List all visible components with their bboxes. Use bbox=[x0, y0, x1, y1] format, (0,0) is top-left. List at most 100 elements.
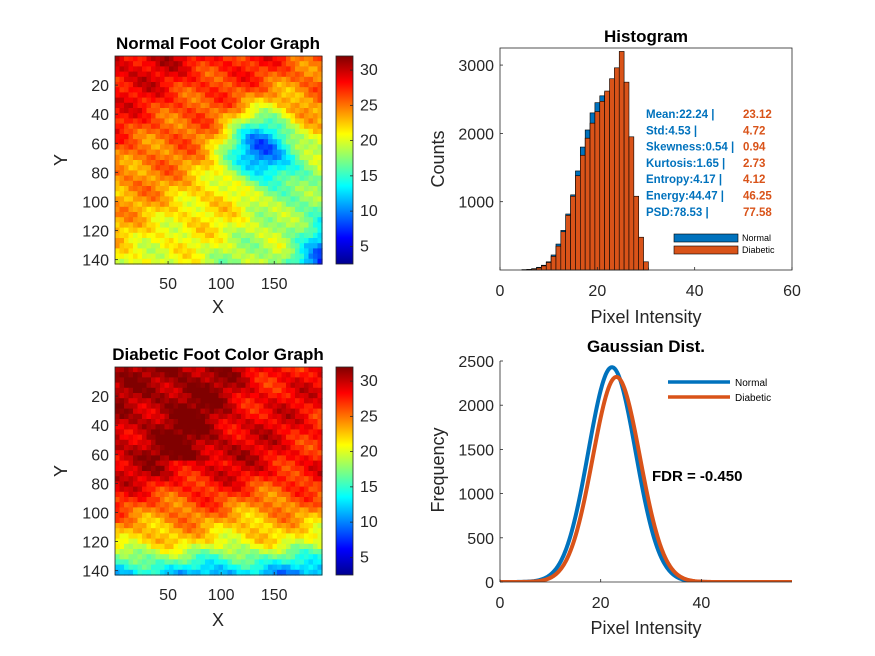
heatmap-cell bbox=[200, 569, 206, 576]
heatmap-cell bbox=[119, 87, 125, 93]
heatmap-cell bbox=[196, 377, 202, 384]
heatmap-cell bbox=[178, 372, 184, 378]
heatmap-cell bbox=[124, 180, 130, 187]
heatmap-cell bbox=[128, 554, 134, 560]
heatmap-cell bbox=[173, 450, 179, 456]
heatmap-cell bbox=[254, 460, 260, 467]
heatmap-cell bbox=[223, 502, 229, 508]
heatmap-cell bbox=[205, 170, 211, 177]
heatmap-cell bbox=[164, 471, 170, 477]
heatmap-cell bbox=[137, 71, 143, 78]
heatmap-cell bbox=[155, 165, 161, 171]
heatmap-cell bbox=[209, 253, 215, 260]
heatmap-cell bbox=[169, 497, 175, 503]
heatmap-cell bbox=[304, 434, 310, 441]
heatmap-cell bbox=[259, 128, 265, 135]
heatmap-cell bbox=[299, 471, 305, 477]
heatmap-cell bbox=[236, 87, 242, 93]
heatmap-cell bbox=[250, 258, 256, 265]
heatmap-cell bbox=[214, 248, 220, 255]
heatmap-cell bbox=[209, 465, 215, 472]
heatmap-cell bbox=[209, 222, 215, 229]
heatmap-cell bbox=[142, 491, 148, 498]
heatmap-cell bbox=[223, 465, 229, 472]
heatmap-cell bbox=[169, 554, 175, 560]
heatmap-cell bbox=[146, 377, 152, 384]
heatmap-cell bbox=[263, 165, 269, 171]
heatmap-cell bbox=[124, 367, 130, 373]
heatmap-cell bbox=[250, 445, 256, 451]
heatmap-cell bbox=[182, 191, 188, 197]
heatmap-cell bbox=[196, 123, 202, 130]
heatmap-cell bbox=[263, 113, 269, 119]
heatmap-cell bbox=[178, 377, 184, 384]
heatmap-cell bbox=[214, 481, 220, 488]
heatmap-cell bbox=[281, 258, 287, 265]
heatmap-cell bbox=[218, 61, 224, 67]
heatmap-cell bbox=[169, 217, 175, 223]
heatmap-cell bbox=[241, 165, 247, 171]
heatmap-cell bbox=[155, 564, 161, 571]
heatmap-cell bbox=[209, 139, 215, 145]
heatmap-cell bbox=[259, 569, 265, 576]
heatmap-cell bbox=[236, 134, 242, 140]
heatmap-cell bbox=[254, 497, 260, 503]
heatmap-cell bbox=[232, 387, 238, 394]
heatmap-cell bbox=[209, 113, 215, 119]
heatmap-cell bbox=[146, 398, 152, 404]
heatmap-cell bbox=[299, 465, 305, 472]
heatmap-cell bbox=[245, 248, 251, 255]
heatmap-cell bbox=[182, 450, 188, 456]
heatmap-cell bbox=[272, 372, 278, 378]
heatmap-cell bbox=[245, 154, 251, 161]
heatmap-cell bbox=[196, 569, 202, 576]
heatmap-cell bbox=[115, 201, 121, 208]
heatmap-cell bbox=[272, 512, 278, 519]
heatmap-cell bbox=[115, 232, 121, 239]
heatmap-cell bbox=[133, 543, 139, 550]
heatmap-cell bbox=[146, 139, 152, 145]
heatmap-cell bbox=[205, 393, 211, 399]
heatmap-cell bbox=[277, 66, 283, 73]
heatmap-cell bbox=[178, 528, 184, 534]
heatmap-cell bbox=[214, 180, 220, 187]
heatmap-cell bbox=[196, 393, 202, 399]
heatmap-cell bbox=[182, 523, 188, 529]
heatmap-cell bbox=[119, 227, 125, 234]
heatmap-cell bbox=[214, 393, 220, 399]
histogram-bar-diabetic bbox=[555, 245, 562, 271]
heatmap-cell bbox=[281, 144, 287, 151]
heatmap-cell bbox=[259, 196, 265, 203]
heatmap-cell bbox=[227, 61, 233, 67]
heatmap-cell bbox=[281, 154, 287, 161]
heatmap-cell bbox=[236, 549, 242, 555]
heatmap-cell bbox=[245, 367, 251, 373]
heatmap-cell bbox=[245, 413, 251, 420]
heatmap-cell bbox=[200, 408, 206, 415]
heatmap-cell bbox=[146, 186, 152, 192]
heatmap-cell bbox=[254, 403, 260, 410]
heatmap-cell bbox=[263, 61, 269, 67]
heatmap-cell bbox=[290, 367, 296, 373]
heatmap-cell bbox=[182, 186, 188, 192]
heatmap-cell bbox=[268, 118, 274, 125]
heatmap-cell bbox=[263, 108, 269, 114]
heatmap-cell bbox=[173, 92, 179, 99]
heatmap-cell bbox=[200, 517, 206, 524]
heatmap-cell bbox=[281, 523, 287, 529]
heatmap-cell bbox=[142, 92, 148, 99]
heatmap-cell bbox=[245, 393, 251, 399]
heatmap-cell bbox=[236, 248, 242, 255]
heatmap-cell bbox=[299, 367, 305, 373]
heatmap-cell bbox=[223, 222, 229, 229]
heatmap-cell bbox=[290, 118, 296, 125]
heatmap-cell bbox=[286, 460, 292, 467]
heatmap-cell bbox=[227, 196, 233, 203]
heatmap-cell bbox=[245, 439, 251, 446]
heatmap-cell bbox=[304, 559, 310, 566]
heatmap-cell bbox=[272, 170, 278, 177]
heatmap-cell bbox=[281, 528, 287, 534]
heatmap-cell bbox=[254, 56, 260, 62]
heatmap-cell bbox=[155, 243, 161, 249]
